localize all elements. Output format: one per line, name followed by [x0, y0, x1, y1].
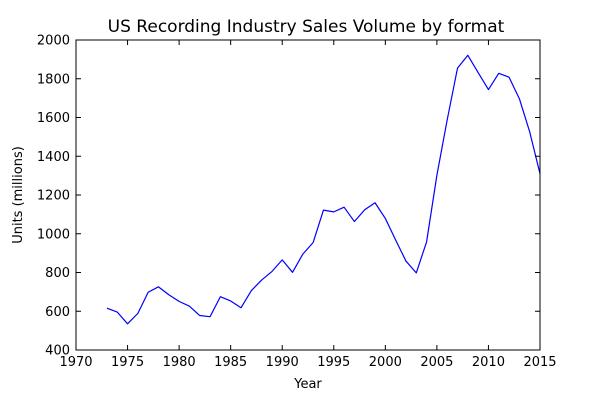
data-point: [519, 98, 520, 99]
data-point: [354, 221, 355, 222]
data-point: [416, 272, 417, 273]
axis-ticks: 1970 1975 1980 1985 1990 1995 2000 2005 2010 2015…: [37, 34, 557, 371]
data-point: [179, 301, 180, 302]
data-point: [209, 316, 210, 317]
data-point: [333, 211, 334, 212]
y-tick-label: 1200: [37, 189, 70, 204]
y-tick-label: 800: [45, 266, 70, 281]
data-point: [230, 300, 231, 301]
data-point: [529, 131, 530, 132]
data-point: [282, 259, 283, 260]
data-point: [189, 306, 190, 307]
x-tick-label: 2015: [523, 355, 556, 370]
x-tick-label: 1970: [59, 355, 92, 370]
data-point: [447, 119, 448, 120]
data-point: [457, 67, 458, 68]
data-point: [364, 209, 365, 210]
y-tick-label: 1000: [37, 227, 70, 242]
data-point: [220, 296, 221, 297]
y-axis-label: Units (millions): [11, 146, 26, 244]
y-tick-label: 600: [45, 305, 70, 320]
x-axis-label: Year: [293, 377, 322, 392]
data-point: [478, 72, 479, 73]
data-point: [374, 202, 375, 203]
data-point: [117, 311, 118, 312]
data-point: [271, 271, 272, 272]
data-point: [302, 253, 303, 254]
data-point: [137, 313, 138, 314]
data-point: [158, 286, 159, 287]
x-tick-label: 1990: [266, 355, 299, 370]
x-tick-label: 1995: [317, 355, 350, 370]
data-point: [148, 292, 149, 293]
data-point: [395, 239, 396, 240]
y-tick-label: 1400: [37, 150, 70, 165]
data-point: [385, 218, 386, 219]
data-point: [199, 315, 200, 316]
data-point: [240, 307, 241, 308]
x-tick-label: 2005: [420, 355, 453, 370]
y-tick-label: 2000: [37, 34, 70, 49]
x-tick-label: 1980: [163, 355, 196, 370]
data-point: [106, 308, 107, 309]
y-tick-label: 400: [45, 344, 70, 359]
data-point: [127, 323, 128, 324]
x-tick-label: 1985: [214, 355, 247, 370]
data-point: [405, 260, 406, 261]
data-point: [168, 294, 169, 295]
y-tick-label: 1800: [37, 72, 70, 87]
data-point: [292, 272, 293, 273]
x-tick-label: 1975: [111, 355, 144, 370]
data-point: [323, 210, 324, 211]
x-tick-label: 2000: [369, 355, 402, 370]
data-point: [426, 241, 427, 242]
data-point: [436, 175, 437, 176]
data-point: [313, 242, 314, 243]
data-point: [508, 77, 509, 78]
data-point: [251, 290, 252, 291]
data-point: [498, 73, 499, 74]
data-point: [261, 279, 262, 280]
y-tick-label: 1600: [37, 111, 70, 126]
series-line: [106, 54, 541, 325]
data-point: [467, 55, 468, 56]
x-tick-label: 2010: [472, 355, 505, 370]
chart-title: US Recording Industry Sales Volume by fo…: [108, 17, 505, 37]
data-point: [343, 207, 344, 208]
data-point: [488, 89, 489, 90]
